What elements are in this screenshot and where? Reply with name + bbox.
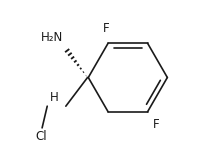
Text: H: H bbox=[50, 91, 58, 104]
Text: H₂N: H₂N bbox=[40, 31, 63, 44]
Text: F: F bbox=[153, 118, 160, 131]
Text: Cl: Cl bbox=[35, 130, 47, 143]
Text: F: F bbox=[103, 22, 110, 35]
